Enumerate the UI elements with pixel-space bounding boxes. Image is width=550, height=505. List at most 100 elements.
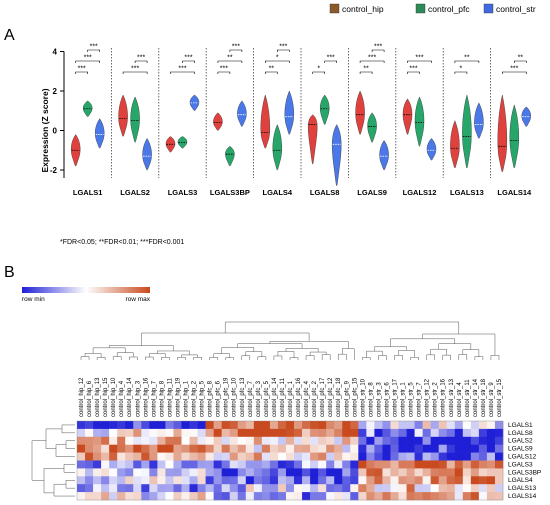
heatmap-cell <box>285 460 295 469</box>
heatmap-col-label: control_hip_2 <box>192 380 198 417</box>
heatmap-cell <box>478 460 488 469</box>
heatmap-cell <box>358 468 367 477</box>
heatmap-cell <box>446 476 456 485</box>
heatmap-cell <box>358 492 367 501</box>
heatmap-cell <box>221 492 231 501</box>
heatmap-cell <box>422 421 431 430</box>
violin-LGALS9-control_pfc <box>367 112 377 143</box>
heatmap-col-label: control_hip_1 <box>184 380 190 417</box>
group-label-LGALS8: LGALS8 <box>310 188 340 197</box>
heatmap-cell <box>398 428 407 438</box>
significance-bracket <box>265 60 290 63</box>
heatmap-cell <box>229 428 239 438</box>
heatmap-cell <box>350 444 359 453</box>
heatmap-cell <box>430 436 439 445</box>
heatmap-col-label: control_hip_13 <box>95 377 101 417</box>
heatmap-cell <box>342 436 351 445</box>
heatmap-cell <box>398 484 407 493</box>
heatmap-cell <box>197 484 206 493</box>
significance-bracket <box>229 49 243 52</box>
heatmap-cell <box>294 484 303 493</box>
heatmap-cell <box>462 492 472 501</box>
heatmap-cell <box>261 460 271 469</box>
heatmap-cell <box>125 468 134 477</box>
heatmap-cell <box>93 492 102 501</box>
panel-b-letter: B <box>4 264 15 281</box>
dendrogram-branch <box>321 354 331 360</box>
heatmap-cell <box>85 436 94 445</box>
heatmap-cell <box>165 468 174 477</box>
heatmap-cell <box>101 444 110 453</box>
heatmap-cell <box>422 452 431 461</box>
dendrogram-branch <box>289 357 299 360</box>
heatmap-cell <box>430 428 439 438</box>
heatmap-cell <box>398 452 407 461</box>
heatmap-cell <box>189 476 198 485</box>
heatmap-cell <box>326 436 335 445</box>
heatmap-cell <box>189 468 198 477</box>
significance-label: *** <box>184 55 192 62</box>
significance-bracket <box>122 71 148 74</box>
heatmap-cell <box>85 484 94 493</box>
heatmap-cell <box>486 421 496 430</box>
heatmap-cell <box>398 436 407 445</box>
heatmap-cell <box>302 421 311 430</box>
heatmap-cell <box>374 452 383 461</box>
heatmap-col-label: control_pfc_2 <box>312 380 318 417</box>
heatmap-cell <box>93 436 102 445</box>
heatmap-cell <box>406 452 415 461</box>
heatmap-col-label: control_pfc_11 <box>280 377 286 417</box>
y-tick-label: 2 <box>53 87 58 96</box>
heatmap-cell <box>406 468 415 477</box>
heatmap-col-label: control_hip_8 <box>159 380 165 417</box>
heatmap-cell <box>382 484 391 493</box>
heatmap-cell <box>173 468 182 477</box>
violin-LGALS14-control_pfc <box>509 104 520 169</box>
heatmap-cell <box>173 460 182 469</box>
group-label-LGALS13: LGALS13 <box>450 188 484 197</box>
heatmap-col-label: control_hip_10 <box>111 377 117 417</box>
heatmap-cell <box>149 468 158 477</box>
heatmap-cell <box>277 468 287 477</box>
heatmap-cell <box>133 452 142 461</box>
heatmap-cell <box>141 476 150 485</box>
dendrogram-branch <box>390 338 456 347</box>
heatmap-cell <box>181 484 190 493</box>
heatmap-col-label: control_str_13 <box>449 378 455 417</box>
violin-LGALS2-control_hip <box>118 94 128 137</box>
heatmap-cell <box>77 444 86 453</box>
heatmap-cell <box>374 492 383 501</box>
heatmap-cell <box>149 421 158 430</box>
heatmap-cell <box>294 452 303 461</box>
heatmap-cell <box>446 492 456 501</box>
heatmap-row-label-LGALS13: LGALS13 <box>508 485 537 492</box>
heatmap-cell <box>422 492 431 501</box>
heatmap-cell <box>486 476 496 485</box>
heatmap-col-label: control_pfc_16 <box>296 377 302 417</box>
heatmap-cell <box>414 452 423 461</box>
heatmap-cell <box>390 468 399 477</box>
heatmap-cell <box>318 444 327 453</box>
heatmap-col-label: control_hip_5 <box>200 380 206 417</box>
heatmap-cell <box>197 444 206 453</box>
heatmap-cell <box>414 460 423 469</box>
heatmap-cell <box>221 421 231 430</box>
heatmap-cell <box>342 476 351 485</box>
significance-label: *** <box>131 66 139 73</box>
heatmap-cell <box>446 484 456 493</box>
heatmap-cell <box>181 436 190 445</box>
heatmap-col-label: control_hip_15 <box>103 377 109 417</box>
dendrogram-branch <box>337 353 347 360</box>
significance-bracket <box>359 71 373 74</box>
heatmap-cell <box>189 428 198 438</box>
heatmap-cell <box>486 428 496 438</box>
heatmap-cell <box>149 452 158 461</box>
heatmap-cell <box>414 436 423 445</box>
significance-label: * <box>276 55 279 62</box>
significance-bracket <box>75 71 88 74</box>
heatmap-cell <box>342 421 351 430</box>
heatmap-border <box>76 420 504 501</box>
heatmap-cell <box>406 428 415 438</box>
heatmap-cell <box>318 484 327 493</box>
